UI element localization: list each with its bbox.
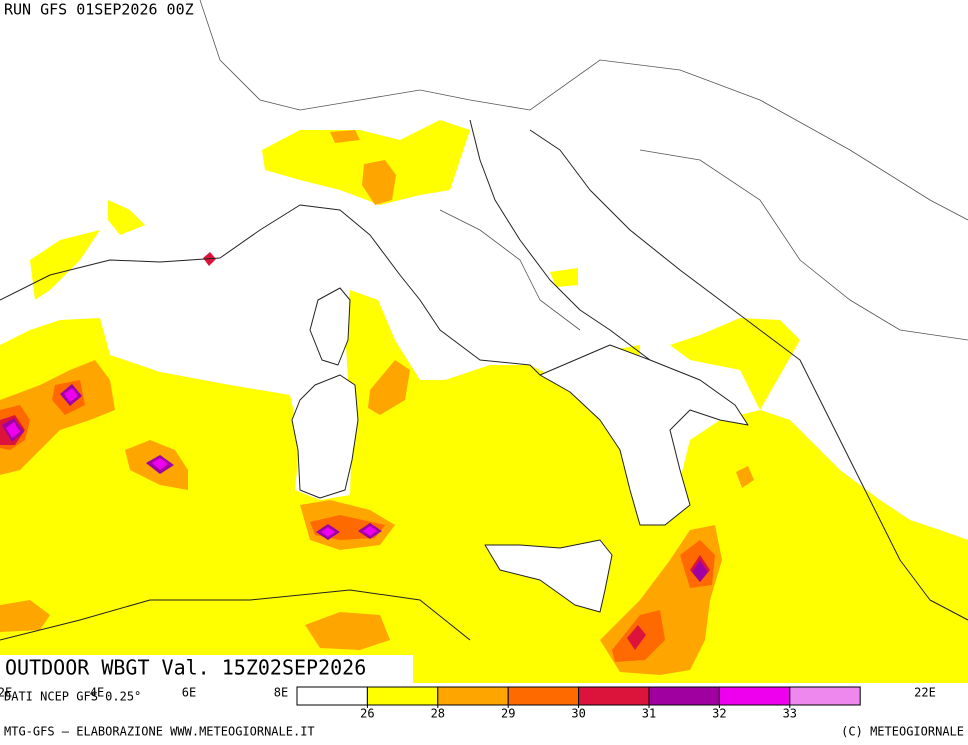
field-area bbox=[30, 230, 100, 300]
legend-tick-label: 31 bbox=[642, 707, 656, 721]
field-area bbox=[0, 600, 50, 632]
field-area bbox=[692, 560, 708, 582]
lon-tick-label: 6E bbox=[182, 686, 196, 700]
lon-axis: 2E 4E 6E 8E 22E bbox=[0, 686, 936, 700]
legend-swatch bbox=[718, 686, 791, 706]
legend-swatch bbox=[366, 686, 439, 706]
run-label: RUN GFS 01SEP2026 00Z bbox=[4, 1, 194, 19]
legend-tick-label: 28 bbox=[431, 707, 445, 721]
footer-right: (C) METEOGIORNALE bbox=[841, 725, 964, 739]
field-area bbox=[736, 466, 754, 488]
legend-tick-label: 32 bbox=[712, 707, 726, 721]
legend-swatch bbox=[296, 686, 368, 706]
legend-swatch bbox=[507, 686, 580, 706]
corsica bbox=[309, 287, 351, 366]
sicily bbox=[484, 539, 613, 613]
field-area bbox=[108, 200, 145, 235]
field-area bbox=[305, 612, 390, 650]
field-area bbox=[152, 458, 168, 470]
legend-tick-label: 30 bbox=[571, 707, 585, 721]
lon-tick-label: 8E bbox=[274, 686, 288, 700]
legend-swatch bbox=[437, 686, 509, 706]
field-area bbox=[330, 130, 360, 143]
legend-swatch bbox=[578, 686, 650, 706]
field-area bbox=[6, 422, 20, 438]
borders bbox=[199, 0, 968, 341]
legend-swatch bbox=[648, 686, 720, 706]
balkan-coast bbox=[529, 129, 968, 621]
italy-coast bbox=[219, 119, 651, 376]
field-area bbox=[368, 360, 410, 415]
field-area bbox=[363, 526, 377, 536]
field-area bbox=[0, 360, 115, 475]
field-area bbox=[321, 527, 335, 537]
field-area bbox=[362, 160, 396, 205]
lon-tick-label: 4E bbox=[90, 686, 104, 700]
field-area bbox=[0, 290, 968, 683]
title-box bbox=[0, 655, 413, 683]
legend-tick-label: 26 bbox=[360, 707, 374, 721]
footer-left: MTG-GFS — ELABORAZIONE WWW.METEOGIORNALE… bbox=[4, 725, 315, 739]
sardinia bbox=[291, 374, 359, 499]
source-label: DATI NCEP GFS 0.25° bbox=[4, 690, 141, 704]
field-area bbox=[262, 120, 470, 205]
wbgt-field bbox=[0, 120, 968, 683]
legend-swatch bbox=[789, 686, 861, 706]
map-title: OUTDOOR WBGT Val. 15Z02SEP2026 bbox=[5, 656, 366, 680]
legend-tick-label: 33 bbox=[783, 707, 797, 721]
field-area bbox=[550, 268, 578, 287]
france-spain-coast bbox=[0, 257, 471, 641]
lon-tick-label: 22E bbox=[914, 686, 936, 700]
legend-tick-label: 29 bbox=[501, 707, 515, 721]
lon-tick-label: 2E bbox=[0, 686, 12, 700]
field-area bbox=[64, 388, 78, 402]
field-area bbox=[627, 625, 646, 650]
legend: 26 28 29 30 31 32 33 bbox=[296, 686, 861, 721]
